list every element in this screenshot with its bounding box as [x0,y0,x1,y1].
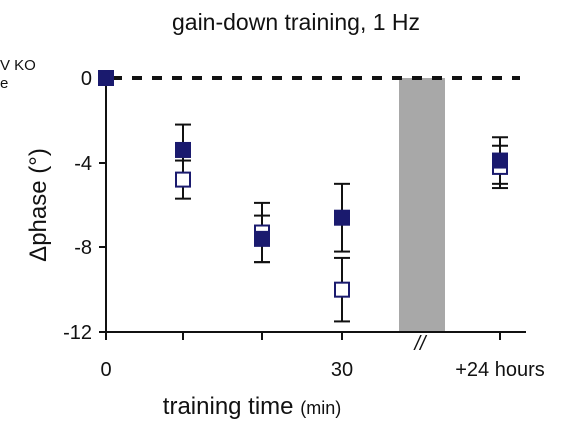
data-marks [98,70,508,323]
chart-title: gain-down training, 1 Hz [172,9,420,35]
x-ticks: 0 30 +24 hours // [100,332,545,381]
y-tick-label-2: -8 [74,237,92,259]
filled-square-point-4 [492,152,508,169]
x-tick-label-0: 0 [100,359,111,381]
legend-fragment-bottom: e [0,75,8,92]
filled-square-point-0 [98,70,114,86]
time-gap-shading [399,78,445,332]
legend-fragment-top: V KO [0,57,36,74]
x-axis-label-main: training time [163,393,294,420]
x-tick-label-24h: +24 hours [455,359,545,381]
open-square-point-3 [334,281,350,298]
y-ticks: 0 -4 -8 -12 [63,68,106,344]
filled-square-point-2 [254,230,270,247]
x-axis-label: training time (min) [163,393,341,420]
x-axis-label-unit: (min) [300,398,341,418]
y-tick-label-1: -4 [74,153,92,175]
x-axis-break-mark: // [412,333,428,355]
y-axis-label: Δphase (°) [25,148,52,262]
filled-square-point-1 [175,141,191,158]
open-square-point-1 [175,171,191,188]
y-tick-label-3: -12 [63,322,92,344]
x-tick-label-30: 30 [331,359,353,381]
filled-square-point-3 [334,209,350,226]
y-tick-label-0: 0 [81,68,92,90]
